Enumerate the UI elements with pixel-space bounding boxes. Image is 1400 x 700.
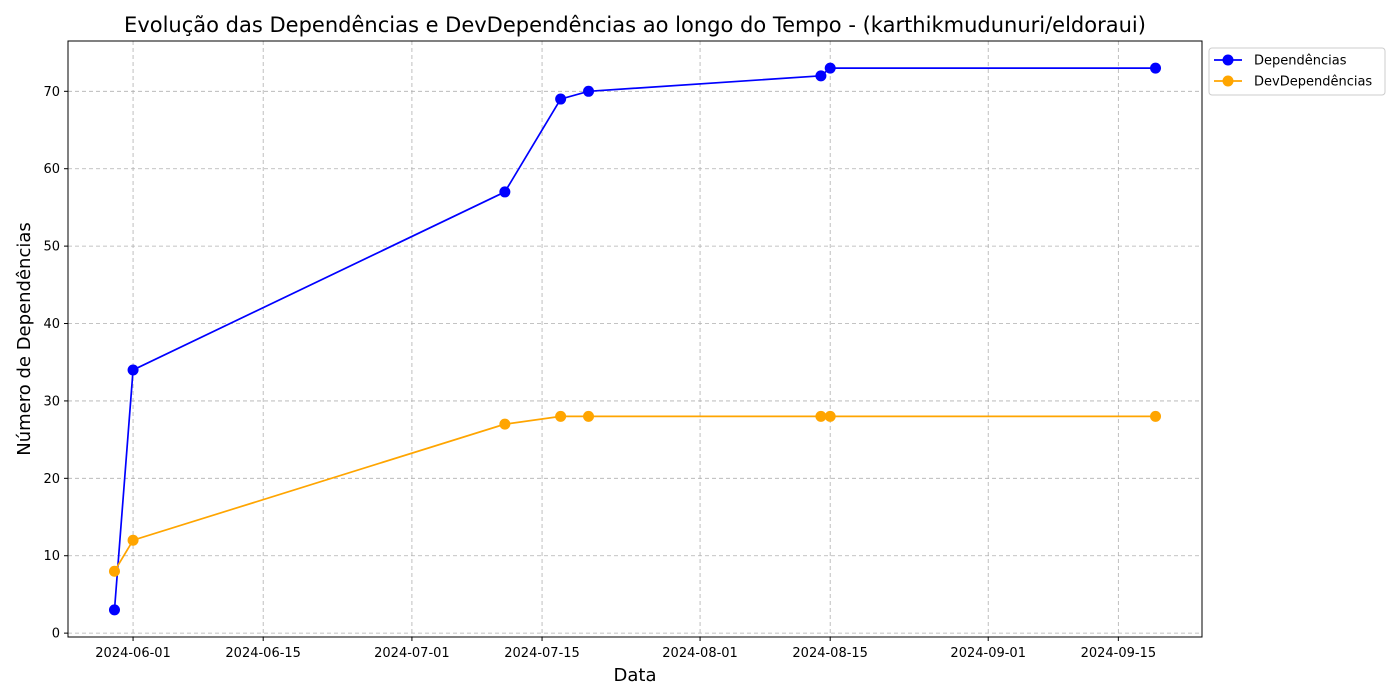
legend-swatch-marker [1222, 75, 1234, 87]
data-point [815, 70, 827, 82]
data-point [815, 410, 827, 422]
legend-item: DevDependências [1214, 75, 1372, 90]
chart-title: Evolução das Dependências e DevDependênc… [124, 13, 1146, 37]
x-tick-label: 2024-08-01 [662, 646, 738, 661]
y-tick-label: 20 [43, 472, 60, 487]
series-line [113, 67, 1156, 610]
legend-item: Dependências [1214, 54, 1347, 69]
data-point [499, 418, 511, 430]
legend-label: Dependências [1254, 54, 1347, 69]
y-tick-label: 40 [43, 317, 60, 332]
x-tick-label: 2024-06-01 [95, 646, 171, 661]
data-point [127, 534, 139, 546]
data-point [583, 85, 595, 97]
data-point [108, 565, 120, 577]
x-tick-label: 2024-07-01 [374, 646, 450, 661]
y-tick-label: 50 [43, 240, 60, 255]
data-point [555, 410, 567, 422]
x-tick-label: 2024-09-15 [1081, 646, 1157, 661]
x-tick-label: 2024-06-15 [225, 646, 301, 661]
x-tick-label: 2024-09-01 [950, 646, 1026, 661]
legend-label: DevDependências [1254, 75, 1372, 90]
axis-ticks: 2024-06-01 2024-06-15 2024-07-01 2024-07-15… [43, 85, 1156, 661]
data-point [1150, 62, 1162, 74]
x-tick-label: 2024-07-15 [504, 646, 580, 661]
y-tick-label: 60 [43, 162, 60, 177]
data-point [583, 410, 595, 422]
y-tick-label: 70 [43, 85, 60, 100]
data-point [824, 410, 836, 422]
x-axis-label: Data [614, 665, 657, 686]
data-point [127, 364, 139, 376]
legend-swatch-marker [1222, 54, 1234, 66]
data-point [108, 604, 120, 616]
data-point [1150, 410, 1162, 422]
series-layer [108, 62, 1162, 616]
grid [68, 41, 1202, 637]
series-1 [108, 62, 1162, 616]
y-tick-label: 30 [43, 394, 60, 409]
data-point [555, 93, 567, 105]
series-line [113, 415, 1156, 572]
y-tick-label: 10 [43, 549, 60, 564]
legend-box [1208, 47, 1386, 96]
x-tick-label: 2024-08-15 [792, 646, 868, 661]
y-tick-label: 0 [52, 627, 60, 642]
data-point [499, 186, 511, 198]
plot-area [67, 40, 1203, 638]
legend: Dependências DevDependências [1208, 47, 1386, 96]
data-point [824, 62, 836, 74]
series-2 [108, 410, 1162, 577]
y-axis-label: Número de Dependências [14, 222, 35, 456]
